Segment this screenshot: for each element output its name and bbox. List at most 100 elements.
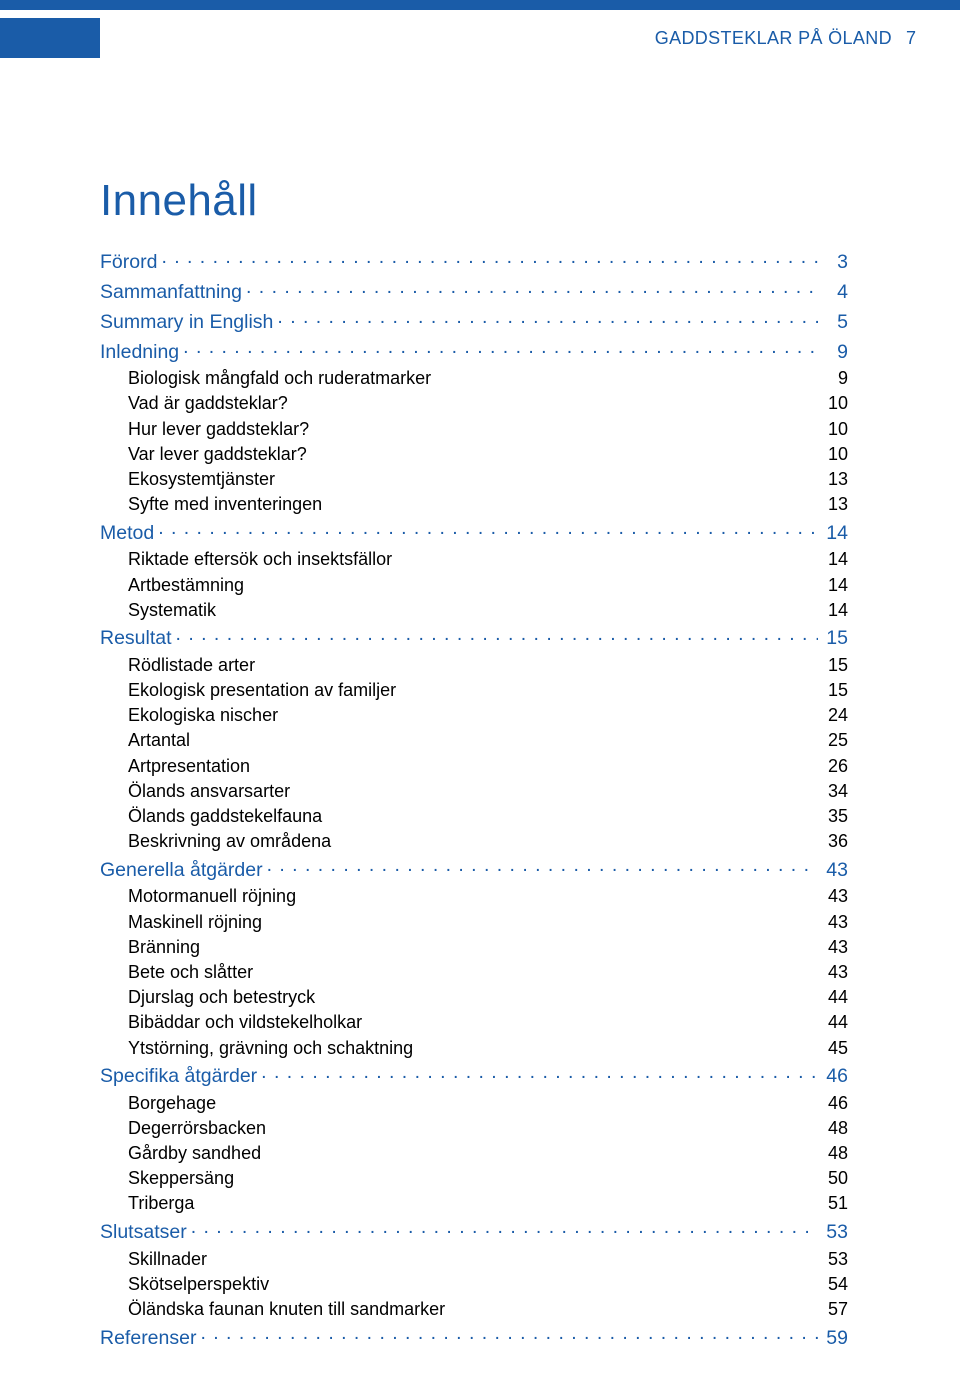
toc-leader [176, 625, 818, 645]
toc-label: Triberga [128, 1194, 194, 1212]
table-of-contents: Förord3Sammanfattning4Summary in English… [100, 248, 848, 1348]
toc-page: 9 [824, 343, 848, 363]
header-row: GADDSTEKLAR PÅ ÖLAND 7 [0, 10, 960, 66]
toc-sub-row: Maskinell röjning 43 [100, 910, 848, 931]
toc-page: 10 [824, 420, 848, 438]
toc-label: Bete och slåtter [128, 963, 253, 981]
page-header: GADDSTEKLAR PÅ ÖLAND 7 [0, 0, 960, 66]
toc-leader [259, 653, 818, 671]
toc-label: Artantal [128, 731, 190, 749]
toc-page: 4 [824, 283, 848, 303]
toc-label: Skillnader [128, 1250, 207, 1268]
toc-section-row: Specifika åtgärder 46 [100, 1063, 848, 1087]
toc-leader [238, 1166, 818, 1184]
toc-page: 10 [824, 394, 848, 412]
toc-sub-row: Skötselperspektiv54 [100, 1272, 848, 1293]
toc-sub-row: Vad är gaddsteklar?10 [100, 391, 848, 412]
toc-label: Förord [100, 253, 157, 273]
toc-page: 46 [824, 1067, 848, 1087]
toc-page: 14 [824, 576, 848, 594]
toc-sub-row: Öländska faunan knuten till sandmarker57 [100, 1297, 848, 1318]
toc-label: Ölands ansvarsarter [128, 782, 290, 800]
toc-label: Degerrörsbacken [128, 1119, 266, 1137]
toc-page: 43 [824, 887, 848, 905]
toc-section-row: Referenser 59 [100, 1324, 848, 1348]
toc-label: Skeppersäng [128, 1169, 234, 1187]
toc-leader [211, 1247, 818, 1265]
toc-page: 48 [824, 1119, 848, 1137]
toc-sub-row: Degerrörsbacken 48 [100, 1116, 848, 1137]
page-number: 7 [906, 28, 916, 49]
toc-sub-row: Motormanuell röjning43 [100, 884, 848, 905]
toc-sub-row: Hur lever gaddsteklar?10 [100, 417, 848, 438]
toc-sub-row: Rödlistade arter 15 [100, 653, 848, 674]
toc-label: Artpresentation [128, 757, 250, 775]
toc-section-row: Summary in English5 [100, 308, 848, 332]
toc-label: Specifika åtgärder [100, 1067, 257, 1087]
toc-page: 43 [824, 913, 848, 931]
toc-label: Slutsatser [100, 1223, 187, 1243]
toc-label: Biologisk mångfald och ruderatmarker [128, 369, 431, 387]
toc-page: 25 [824, 731, 848, 749]
toc-page: 53 [824, 1250, 848, 1268]
toc-page: 45 [824, 1039, 848, 1057]
toc-sub-row: Ekologisk presentation av familjer15 [100, 678, 848, 699]
toc-leader [292, 391, 818, 409]
toc-leader [273, 1272, 818, 1290]
toc-page: 53 [824, 1223, 848, 1243]
toc-leader [200, 1324, 818, 1344]
toc-label: Rödlistade arter [128, 656, 255, 674]
toc-label: Ölands gaddstekelfauna [128, 807, 322, 825]
toc-sub-row: Riktade eftersök och insektsfällor14 [100, 547, 848, 568]
toc-label: Summary in English [100, 313, 273, 333]
toc-label: Maskinell röjning [128, 913, 262, 931]
toc-leader [161, 248, 818, 268]
toc-label: Metod [100, 524, 154, 544]
toc-sub-row: Bete och slåtter43 [100, 960, 848, 981]
toc-sub-row: Skeppersäng50 [100, 1166, 848, 1187]
toc-leader [266, 910, 818, 928]
toc-leader [267, 856, 818, 876]
toc-leader [191, 1218, 818, 1238]
toc-leader [294, 779, 818, 797]
toc-leader [396, 547, 818, 565]
toc-sub-row: Ekologiska nischer24 [100, 703, 848, 724]
toc-page: 15 [824, 656, 848, 674]
toc-page: 15 [824, 681, 848, 699]
page-body: Innehåll Förord3Sammanfattning4Summary i… [0, 66, 960, 1392]
toc-leader [183, 338, 818, 358]
toc-page: 43 [824, 861, 848, 881]
toc-section-row: Resultat15 [100, 625, 848, 649]
toc-label: Referenser [100, 1329, 196, 1349]
toc-leader [254, 754, 818, 772]
toc-label: Generella åtgärder [100, 861, 263, 881]
toc-leader [300, 884, 818, 902]
toc-page: 13 [824, 495, 848, 513]
toc-sub-row: Artantal 25 [100, 728, 848, 749]
toc-leader [158, 519, 818, 539]
toc-leader [326, 804, 818, 822]
toc-sub-row: Beskrivning av områdena36 [100, 829, 848, 850]
toc-sub-row: Djurslag och betestryck44 [100, 985, 848, 1006]
toc-label: Sammanfattning [100, 283, 242, 303]
page-title: Innehåll [100, 176, 848, 226]
toc-sub-row: Gårdby sandhed48 [100, 1141, 848, 1162]
header-top-band [0, 0, 960, 10]
toc-leader [282, 703, 818, 721]
toc-page: 43 [824, 938, 848, 956]
toc-sub-row: Artbestämning14 [100, 573, 848, 594]
toc-sub-row: Skillnader 53 [100, 1247, 848, 1268]
toc-page: 51 [824, 1194, 848, 1212]
toc-leader [326, 492, 818, 510]
toc-page: 14 [824, 524, 848, 544]
toc-label: Bibäddar och vildstekelholkar [128, 1013, 362, 1031]
header-blue-tab [0, 18, 100, 58]
toc-label: Riktade eftersök och insektsfällor [128, 550, 392, 568]
toc-leader [277, 308, 818, 328]
toc-page: 9 [824, 369, 848, 387]
toc-label: Ekosystemtjänster [128, 470, 275, 488]
toc-leader [335, 829, 818, 847]
toc-page: 48 [824, 1144, 848, 1162]
toc-label: Djurslag och betestryck [128, 988, 315, 1006]
toc-page: 59 [824, 1329, 848, 1349]
